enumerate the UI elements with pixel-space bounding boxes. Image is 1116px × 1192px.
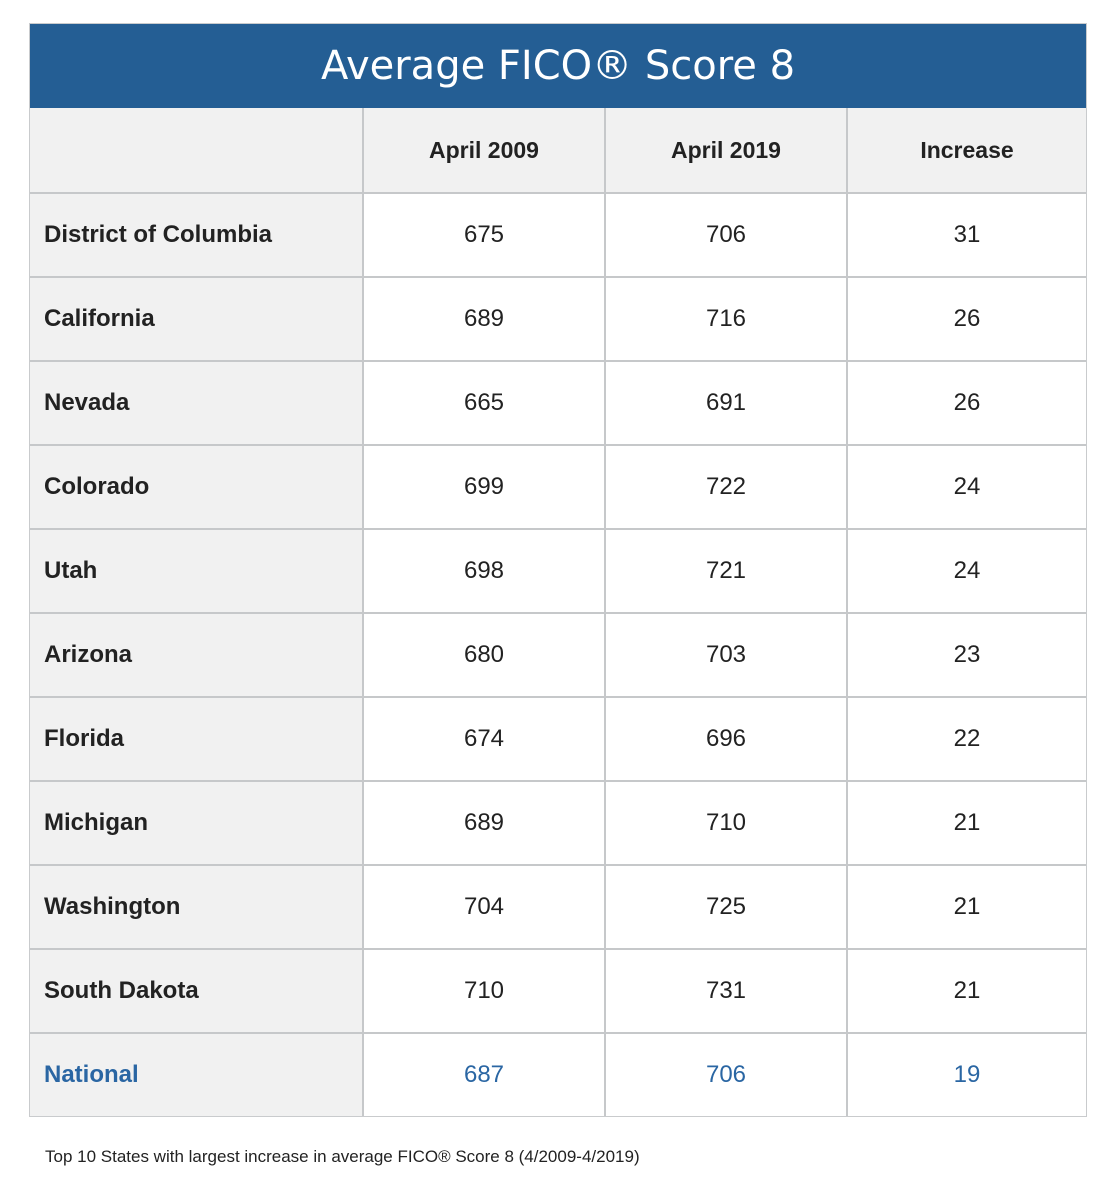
state-cell: National <box>30 1034 362 1116</box>
april-2019-cell: 716 <box>604 278 846 360</box>
april-2019-cell: 731 <box>604 950 846 1032</box>
increase-cell: 21 <box>846 782 1086 864</box>
april-2019-cell: 722 <box>604 446 846 528</box>
april-2019-cell: 706 <box>604 1034 846 1116</box>
april-2009-cell: 689 <box>362 782 604 864</box>
table-title: Average FICO® Score 8 <box>30 24 1086 108</box>
table-row: South Dakota 710 731 21 <box>30 948 1086 1032</box>
increase-cell: 24 <box>846 446 1086 528</box>
april-2019-cell: 721 <box>604 530 846 612</box>
april-2009-cell: 687 <box>362 1034 604 1116</box>
state-cell: Michigan <box>30 782 362 864</box>
fico-score-table: Average FICO® Score 8 April 2009 April 2… <box>29 23 1087 1117</box>
table-row: California 689 716 26 <box>30 276 1086 360</box>
state-cell: South Dakota <box>30 950 362 1032</box>
table-row: Florida 674 696 22 <box>30 696 1086 780</box>
april-2009-cell: 704 <box>362 866 604 948</box>
header-cell-april-2009: April 2009 <box>362 108 604 192</box>
table-row: District of Columbia 675 706 31 <box>30 192 1086 276</box>
table-row: Arizona 680 703 23 <box>30 612 1086 696</box>
state-cell: Nevada <box>30 362 362 444</box>
state-cell: District of Columbia <box>30 194 362 276</box>
state-cell: Utah <box>30 530 362 612</box>
april-2009-cell: 698 <box>362 530 604 612</box>
increase-cell: 19 <box>846 1034 1086 1116</box>
april-2019-cell: 691 <box>604 362 846 444</box>
april-2009-cell: 710 <box>362 950 604 1032</box>
table-row: Utah 698 721 24 <box>30 528 1086 612</box>
april-2009-cell: 699 <box>362 446 604 528</box>
header-cell-april-2019: April 2019 <box>604 108 846 192</box>
increase-cell: 31 <box>846 194 1086 276</box>
increase-cell: 22 <box>846 698 1086 780</box>
increase-cell: 26 <box>846 362 1086 444</box>
table-row: Colorado 699 722 24 <box>30 444 1086 528</box>
state-cell: Arizona <box>30 614 362 696</box>
increase-cell: 26 <box>846 278 1086 360</box>
increase-cell: 24 <box>846 530 1086 612</box>
state-cell: Washington <box>30 866 362 948</box>
increase-cell: 21 <box>846 866 1086 948</box>
state-cell: Florida <box>30 698 362 780</box>
national-row: National 687 706 19 <box>30 1032 1086 1116</box>
header-row: April 2009 April 2019 Increase <box>30 108 1086 192</box>
header-cell-increase: Increase <box>846 108 1086 192</box>
table-row: Washington 704 725 21 <box>30 864 1086 948</box>
increase-cell: 23 <box>846 614 1086 696</box>
april-2019-cell: 696 <box>604 698 846 780</box>
state-cell: Colorado <box>30 446 362 528</box>
table-row: Nevada 665 691 26 <box>30 360 1086 444</box>
table-caption: Top 10 States with largest increase in a… <box>45 1147 640 1166</box>
table-row: Michigan 689 710 21 <box>30 780 1086 864</box>
april-2019-cell: 703 <box>604 614 846 696</box>
april-2019-cell: 725 <box>604 866 846 948</box>
april-2009-cell: 665 <box>362 362 604 444</box>
state-cell: California <box>30 278 362 360</box>
april-2009-cell: 675 <box>362 194 604 276</box>
increase-cell: 21 <box>846 950 1086 1032</box>
april-2009-cell: 689 <box>362 278 604 360</box>
april-2019-cell: 710 <box>604 782 846 864</box>
april-2009-cell: 680 <box>362 614 604 696</box>
april-2009-cell: 674 <box>362 698 604 780</box>
april-2019-cell: 706 <box>604 194 846 276</box>
header-cell-empty <box>30 108 362 192</box>
